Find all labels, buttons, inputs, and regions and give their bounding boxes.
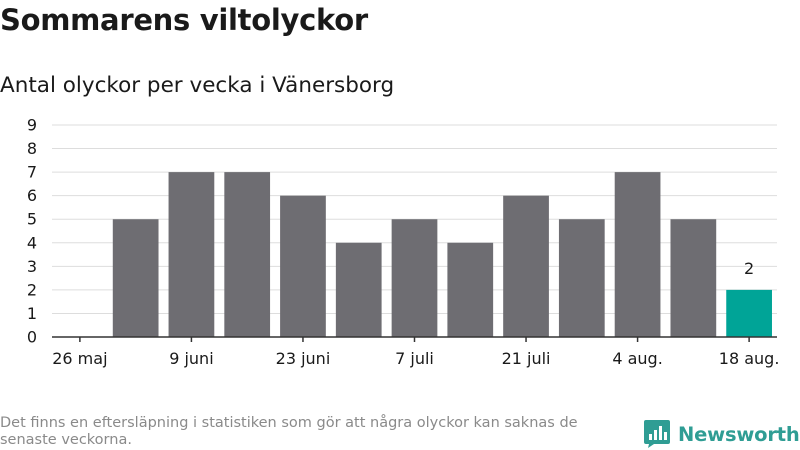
newsworthy-logo-icon (644, 420, 670, 448)
x-tick-label: 9 juni (169, 349, 213, 368)
bar (391, 219, 438, 337)
x-tick-label: 18 aug. (719, 349, 780, 368)
chart-title: Sommarens viltolyckor (0, 3, 368, 37)
y-tick-label: 1 (27, 304, 37, 323)
bar-chart: 0 1 2 3 4 5 6 7 8 9 26 maj 9 juni 23 juni 7 juli 21 ju… (27, 116, 780, 369)
x-tick-label: 21 juli (502, 349, 551, 368)
bar (670, 219, 717, 337)
brand-name: Newsworthy (678, 422, 800, 446)
y-tick-label: 6 (27, 186, 37, 205)
y-tick-label: 9 (27, 116, 37, 135)
y-tick-label: 7 (27, 163, 37, 182)
bar (726, 289, 772, 337)
brand-logo: Newsworthy (644, 420, 800, 448)
x-tick-label: 7 juli (395, 349, 434, 368)
bar (335, 242, 382, 337)
bar (280, 195, 326, 337)
x-tick-label: 26 maj (52, 349, 107, 368)
y-tick-label: 8 (27, 139, 37, 158)
bar (614, 172, 661, 337)
data-label: 2 (744, 259, 754, 278)
y-tick-label: 0 (27, 328, 37, 347)
bar (168, 172, 215, 337)
bar (112, 219, 159, 337)
bar (558, 219, 605, 337)
y-tick-label: 3 (27, 257, 37, 276)
footnote: Det finns en eftersläpning i statistiken… (0, 415, 578, 448)
bar (224, 172, 271, 337)
y-tick-label: 4 (27, 233, 37, 252)
y-tick-label: 2 (27, 280, 37, 299)
x-tick-label: 23 juni (276, 349, 331, 368)
x-tick-label: 4 aug. (612, 349, 662, 368)
bar (447, 242, 494, 337)
chart-subtitle: Antal olyckor per vecka i Vänersborg (0, 73, 395, 98)
y-tick-label: 5 (27, 210, 37, 229)
bar (503, 195, 549, 337)
